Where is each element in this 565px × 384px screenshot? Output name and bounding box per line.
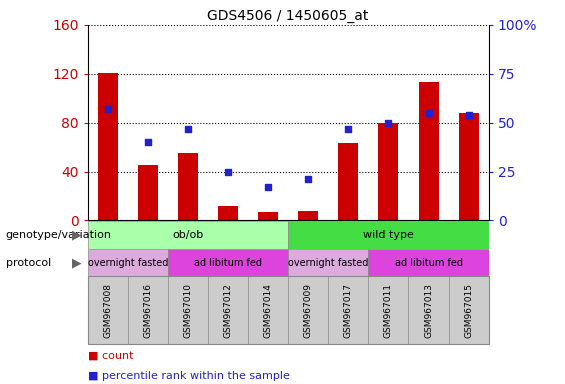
Text: ad libitum fed: ad libitum fed	[194, 258, 262, 268]
Point	[103, 106, 112, 112]
Bar	[379, 122, 398, 220]
Text: ■ percentile rank within the sample: ■ percentile rank within the sample	[88, 371, 289, 381]
Text: protocol: protocol	[6, 258, 51, 268]
Text: overnight fasted: overnight fasted	[288, 258, 368, 268]
Point	[344, 126, 353, 132]
Text: genotype/variation: genotype/variation	[6, 230, 112, 240]
Title: GDS4506 / 1450605_at: GDS4506 / 1450605_at	[207, 8, 369, 23]
Point	[464, 112, 473, 118]
Text: GSM967011: GSM967011	[384, 283, 393, 338]
Text: GSM967010: GSM967010	[184, 283, 192, 338]
Text: ob/ob: ob/ob	[172, 230, 203, 240]
Text: GSM967015: GSM967015	[464, 283, 473, 338]
Text: GSM967009: GSM967009	[304, 283, 312, 338]
Text: GSM967017: GSM967017	[344, 283, 353, 338]
Bar	[98, 73, 118, 220]
Text: GSM967008: GSM967008	[103, 283, 112, 338]
Point	[144, 139, 153, 145]
Bar	[258, 212, 278, 220]
Text: GSM967013: GSM967013	[424, 283, 433, 338]
Text: ■ count: ■ count	[88, 350, 133, 360]
Point	[224, 169, 233, 175]
Text: ad libitum fed: ad libitum fed	[394, 258, 463, 268]
FancyBboxPatch shape	[88, 221, 288, 248]
Point	[424, 110, 433, 116]
Text: GSM967016: GSM967016	[144, 283, 152, 338]
FancyBboxPatch shape	[288, 221, 489, 248]
Text: ▶: ▶	[72, 256, 82, 269]
FancyBboxPatch shape	[88, 248, 168, 276]
FancyBboxPatch shape	[288, 248, 368, 276]
Text: overnight fasted: overnight fasted	[88, 258, 168, 268]
Text: wild type: wild type	[363, 230, 414, 240]
Bar	[298, 210, 318, 220]
Bar	[138, 166, 158, 220]
Bar	[419, 82, 438, 220]
FancyBboxPatch shape	[168, 248, 288, 276]
Point	[304, 176, 313, 182]
Bar	[338, 144, 358, 220]
Bar	[178, 153, 198, 220]
FancyBboxPatch shape	[368, 248, 489, 276]
Point	[263, 184, 273, 190]
Text: GSM967012: GSM967012	[224, 283, 232, 338]
Point	[183, 126, 192, 132]
Bar	[218, 206, 238, 220]
Text: ▶: ▶	[72, 228, 82, 241]
Text: GSM967014: GSM967014	[264, 283, 272, 338]
Bar	[459, 113, 479, 220]
Point	[384, 119, 393, 126]
